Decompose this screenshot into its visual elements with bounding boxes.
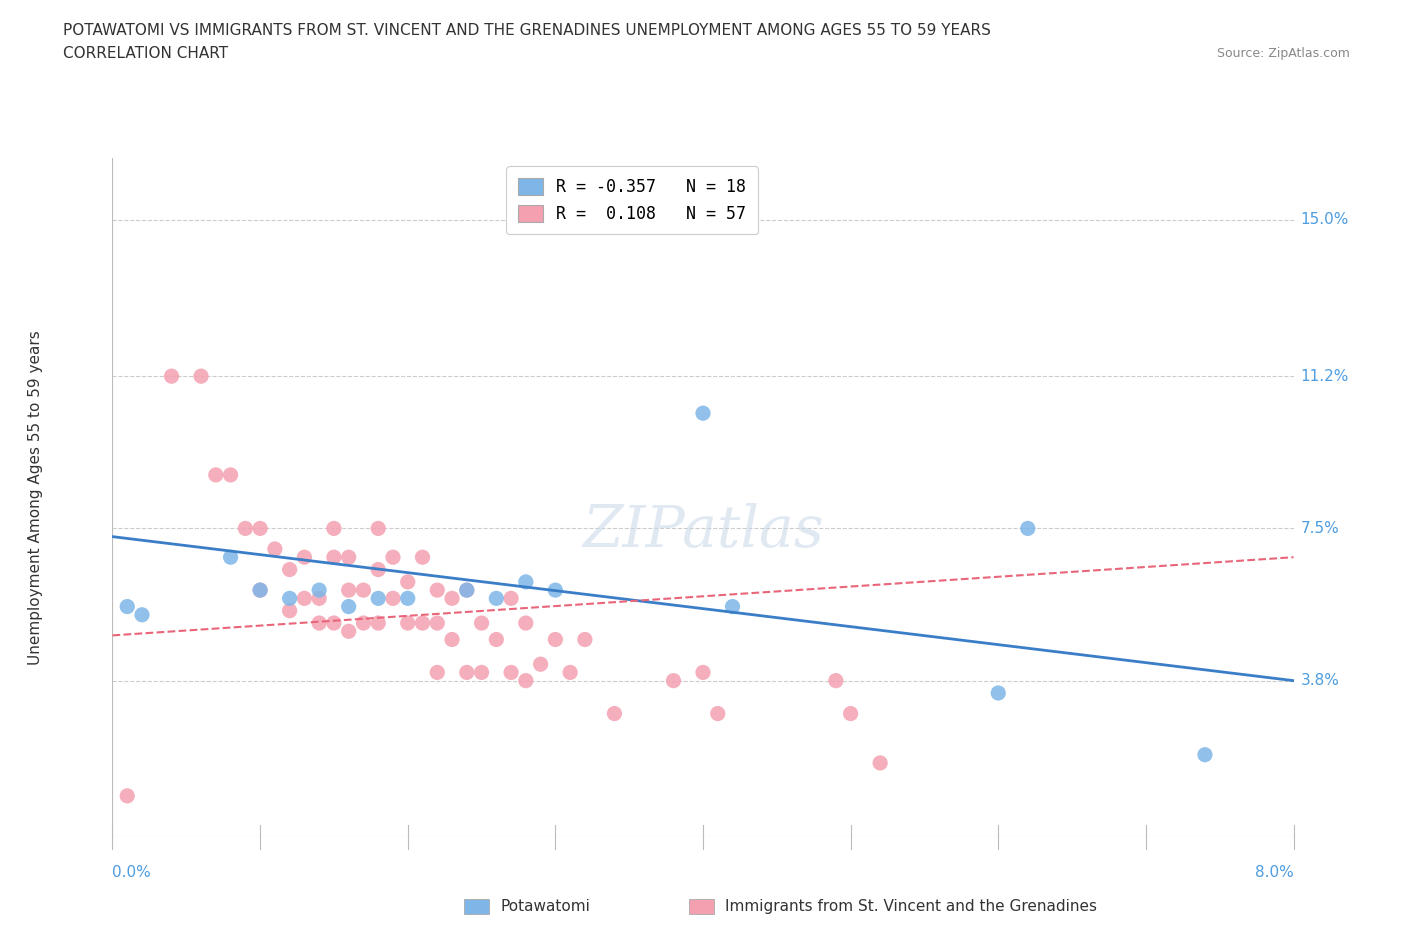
- Point: [456, 665, 478, 680]
- Point: [219, 468, 242, 483]
- Text: 15.0%: 15.0%: [1301, 212, 1348, 227]
- Point: [367, 562, 389, 577]
- Point: [529, 657, 551, 671]
- Text: 8.0%: 8.0%: [1254, 865, 1294, 880]
- Text: Immigrants from St. Vincent and the Grenadines: Immigrants from St. Vincent and the Gren…: [725, 899, 1098, 914]
- Point: [869, 755, 891, 770]
- Text: 11.2%: 11.2%: [1301, 368, 1348, 384]
- Point: [308, 591, 330, 605]
- Point: [278, 591, 301, 605]
- Point: [515, 575, 537, 590]
- Point: [249, 521, 271, 536]
- Text: Potawatomi: Potawatomi: [501, 899, 591, 914]
- Point: [515, 673, 537, 688]
- Point: [692, 405, 714, 420]
- Legend: R = -0.357   N = 18, R =  0.108   N = 57: R = -0.357 N = 18, R = 0.108 N = 57: [506, 166, 758, 234]
- Point: [117, 789, 138, 804]
- Point: [278, 562, 301, 577]
- Point: [456, 583, 478, 598]
- Point: [264, 541, 287, 556]
- Point: [574, 632, 596, 647]
- Point: [1017, 521, 1039, 536]
- Point: [485, 632, 508, 647]
- Point: [824, 673, 846, 688]
- Point: [692, 665, 714, 680]
- Point: [603, 706, 626, 721]
- Point: [441, 632, 464, 647]
- Point: [337, 599, 360, 614]
- Point: [249, 583, 271, 598]
- Point: [323, 616, 346, 631]
- Point: [367, 521, 389, 536]
- Point: [205, 468, 228, 483]
- Point: [337, 583, 360, 598]
- Point: [337, 550, 360, 565]
- Point: [426, 583, 449, 598]
- Point: [987, 685, 1010, 700]
- Point: [292, 591, 315, 605]
- Point: [308, 616, 330, 631]
- Point: [367, 616, 389, 631]
- Point: [839, 706, 862, 721]
- Point: [707, 706, 730, 721]
- Point: [308, 583, 330, 598]
- Point: [721, 599, 744, 614]
- Point: [323, 521, 346, 536]
- Point: [501, 665, 523, 680]
- Point: [117, 599, 138, 614]
- Point: [396, 591, 419, 605]
- Point: [352, 616, 374, 631]
- Point: [160, 368, 183, 383]
- Text: POTAWATOMI VS IMMIGRANTS FROM ST. VINCENT AND THE GRENADINES UNEMPLOYMENT AMONG : POTAWATOMI VS IMMIGRANTS FROM ST. VINCEN…: [63, 23, 991, 38]
- Point: [471, 665, 494, 680]
- Point: [352, 583, 374, 598]
- Point: [292, 550, 315, 565]
- Text: 7.5%: 7.5%: [1301, 521, 1340, 536]
- Point: [501, 591, 523, 605]
- Point: [412, 550, 434, 565]
- Point: [396, 616, 419, 631]
- Point: [249, 583, 271, 598]
- Point: [396, 575, 419, 590]
- Point: [412, 616, 434, 631]
- Point: [233, 521, 256, 536]
- Point: [471, 616, 494, 631]
- Point: [337, 624, 360, 639]
- Text: 3.8%: 3.8%: [1301, 673, 1340, 688]
- Point: [1194, 748, 1216, 763]
- Text: 0.0%: 0.0%: [112, 865, 152, 880]
- Point: [441, 591, 464, 605]
- Point: [382, 591, 405, 605]
- Text: Source: ZipAtlas.com: Source: ZipAtlas.com: [1216, 46, 1350, 60]
- Point: [278, 604, 301, 618]
- Point: [190, 368, 212, 383]
- Point: [544, 632, 567, 647]
- Point: [485, 591, 508, 605]
- Point: [382, 550, 405, 565]
- Point: [426, 616, 449, 631]
- Point: [219, 550, 242, 565]
- Text: Unemployment Among Ages 55 to 59 years: Unemployment Among Ages 55 to 59 years: [28, 330, 42, 665]
- Point: [544, 583, 567, 598]
- Text: CORRELATION CHART: CORRELATION CHART: [63, 46, 228, 61]
- Point: [515, 616, 537, 631]
- Text: ZIPatlas: ZIPatlas: [582, 503, 824, 560]
- Point: [560, 665, 582, 680]
- Point: [367, 591, 389, 605]
- Point: [323, 550, 346, 565]
- Point: [426, 665, 449, 680]
- Point: [131, 607, 153, 622]
- Point: [662, 673, 685, 688]
- Point: [456, 583, 478, 598]
